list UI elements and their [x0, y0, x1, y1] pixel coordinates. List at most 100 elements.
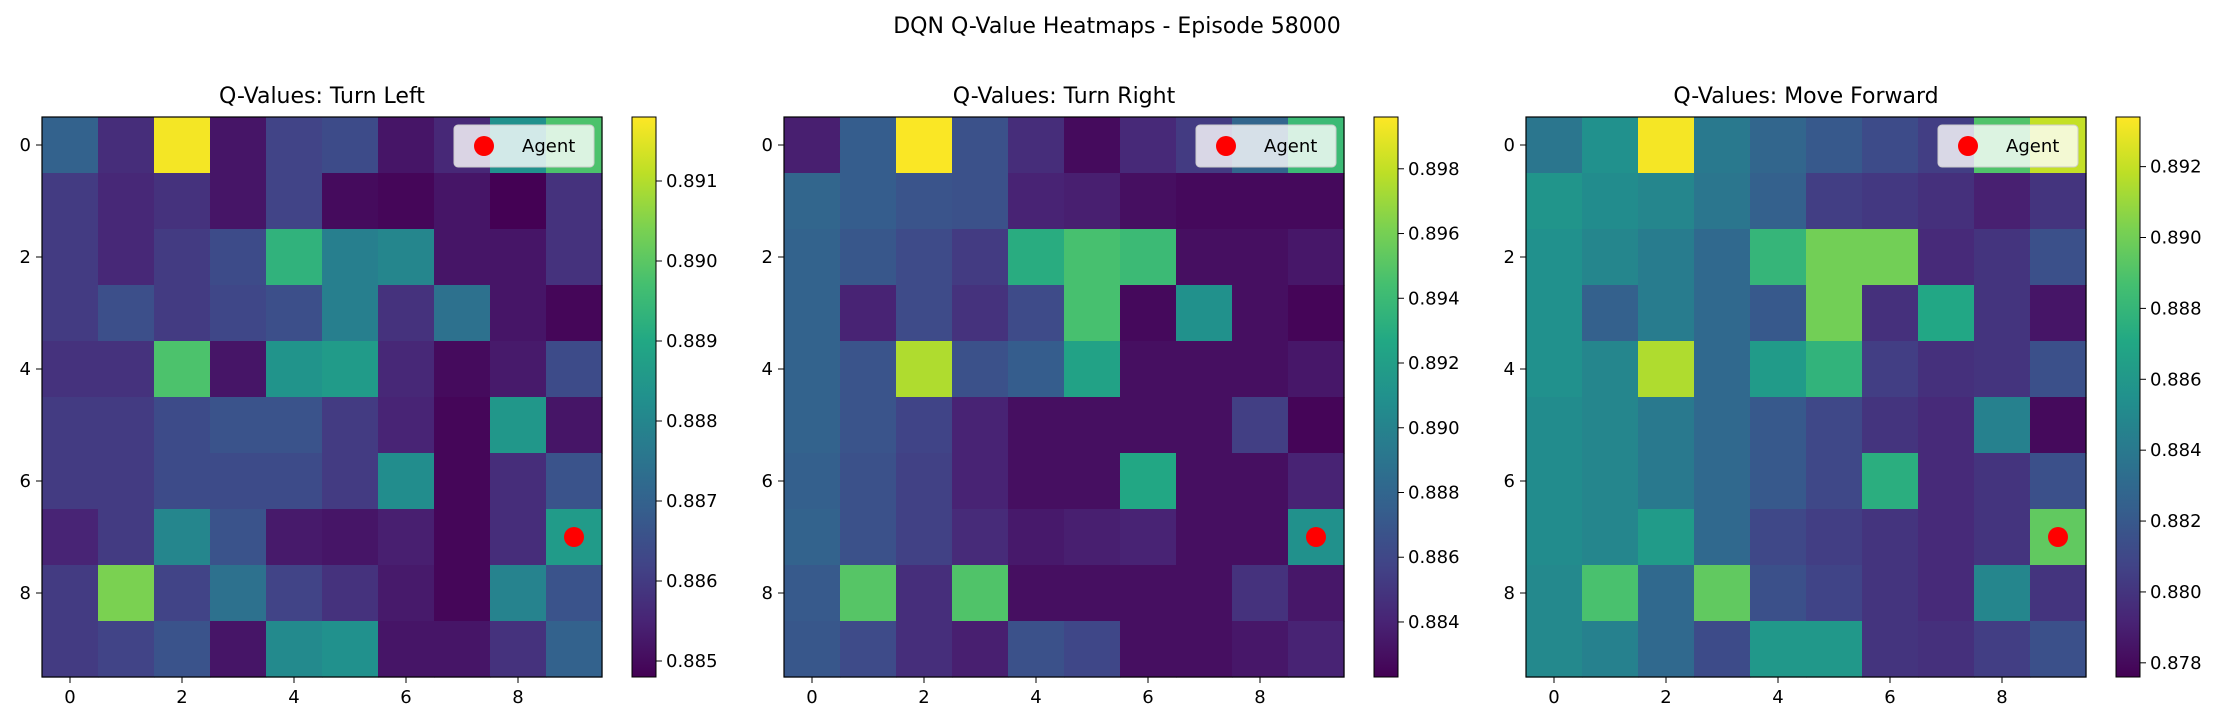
heatmap-cell	[1806, 117, 1863, 174]
y-tick-label: 2	[762, 247, 773, 268]
y-tick-label: 2	[1504, 247, 1515, 268]
heatmap-cell	[952, 509, 1009, 566]
heatmap-cell	[1288, 565, 1345, 622]
heatmap-cell	[322, 509, 379, 566]
heatmap-cell	[2030, 621, 2087, 678]
heatmap-cell	[42, 565, 99, 622]
heatmap-cell	[266, 229, 323, 286]
heatmap-cell	[210, 565, 267, 622]
heatmap-cell	[42, 397, 99, 454]
heatmap-cell	[154, 341, 211, 398]
heatmap-cell	[154, 565, 211, 622]
x-tick-label: 2	[918, 687, 929, 708]
heatmap-cell	[154, 621, 211, 678]
heatmap-cell	[840, 229, 897, 286]
heatmap-cell	[1176, 173, 1233, 230]
heatmap-cell	[1694, 565, 1751, 622]
legend-box	[1195, 124, 1337, 168]
heatmap-cell	[1638, 453, 1695, 510]
heatmap-cell	[1064, 565, 1121, 622]
heatmap-cell	[546, 229, 603, 286]
colorbar-tick-label: 0.880	[2150, 582, 2202, 603]
x-tick-label: 2	[1660, 687, 1671, 708]
heatmap-cell	[434, 173, 491, 230]
heatmap-cell	[1064, 341, 1121, 398]
heatmap-cell	[1582, 453, 1639, 510]
colorbar-tick-label: 0.888	[666, 411, 718, 432]
heatmap-cell	[322, 229, 379, 286]
heatmap-cell	[1064, 117, 1121, 174]
colorbar-tick-label: 0.892	[2150, 157, 2202, 178]
agent-marker	[564, 527, 584, 547]
heatmap-cell	[840, 565, 897, 622]
heatmap-cell	[546, 173, 603, 230]
y-tick-label: 4	[20, 359, 31, 380]
heatmap-cell	[1750, 285, 1807, 342]
figure-title: DQN Q-Value Heatmaps - Episode 58000	[893, 14, 1341, 39]
heatmap-cell	[266, 621, 323, 678]
colorbar-gradient	[2115, 116, 2141, 678]
colorbar-tick-label: 0.882	[2150, 511, 2202, 532]
heatmap-cell	[1806, 397, 1863, 454]
heatmap-cell	[1232, 453, 1289, 510]
heatmap-cell	[840, 509, 897, 566]
y-tick-label: 8	[1504, 583, 1515, 604]
heatmap-cell	[1694, 229, 1751, 286]
y-tick-label: 4	[762, 359, 773, 380]
heatmap-cell	[1526, 285, 1583, 342]
heatmap-cell	[1918, 453, 1975, 510]
heatmap-cell	[1582, 229, 1639, 286]
heatmap-cell	[42, 117, 99, 174]
heatmap-cell	[42, 285, 99, 342]
heatmap-cell	[42, 453, 99, 510]
heatmap-cell	[1974, 621, 2031, 678]
heatmap-cell	[1064, 229, 1121, 286]
heatmap-cell	[266, 341, 323, 398]
heatmap-cell	[1008, 453, 1065, 510]
heatmap-cell	[1008, 285, 1065, 342]
axes-frame	[41, 116, 603, 678]
heatmap-cell	[1806, 453, 1863, 510]
heatmap-cell	[952, 229, 1009, 286]
y-tick-label: 0	[762, 135, 773, 156]
heatmap-cell	[896, 117, 953, 174]
heatmap-cell	[546, 565, 603, 622]
heatmap-cell	[1918, 509, 1975, 566]
heatmap-cell	[1120, 565, 1177, 622]
heatmap-cell	[266, 397, 323, 454]
heatmap-cell	[1582, 285, 1639, 342]
heatmap-cell	[98, 173, 155, 230]
heatmap-cell	[322, 621, 379, 678]
heatmap-cell	[784, 397, 841, 454]
heatmap-cell	[1008, 117, 1065, 174]
heatmap-cell	[1176, 509, 1233, 566]
heatmap-cell	[154, 397, 211, 454]
heatmap-cell	[210, 509, 267, 566]
heatmap-cell	[1974, 565, 2031, 622]
heatmap-cell	[1176, 621, 1233, 678]
heatmap-cell	[896, 621, 953, 678]
heatmap-cell	[1232, 509, 1289, 566]
heatmap-cell	[1638, 565, 1695, 622]
heatmap-cell	[896, 565, 953, 622]
x-tick-label: 6	[1142, 687, 1153, 708]
x-tick-label: 4	[288, 687, 299, 708]
heatmap-cell	[378, 173, 435, 230]
x-tick-label: 0	[806, 687, 817, 708]
heatmap-cell	[1582, 621, 1639, 678]
heatmap-cell	[1806, 565, 1863, 622]
heatmap-cell	[1918, 565, 1975, 622]
heatmap-cell	[1176, 453, 1233, 510]
heatmap-cell	[490, 173, 547, 230]
heatmap-cell	[154, 229, 211, 286]
legend-marker	[474, 136, 494, 156]
heatmap-cell	[266, 565, 323, 622]
colorbar: 0.885 0.886 0.887 0.888 0.889 0.890 0.891	[631, 116, 718, 678]
colorbar-tick-label: 0.887	[666, 491, 718, 512]
heatmap-cell	[1526, 341, 1583, 398]
heatmap-cell	[896, 453, 953, 510]
heatmap-cell	[1120, 621, 1177, 678]
heatmap-cell	[1918, 229, 1975, 286]
colorbar-tick-label: 0.884	[1408, 612, 1460, 633]
